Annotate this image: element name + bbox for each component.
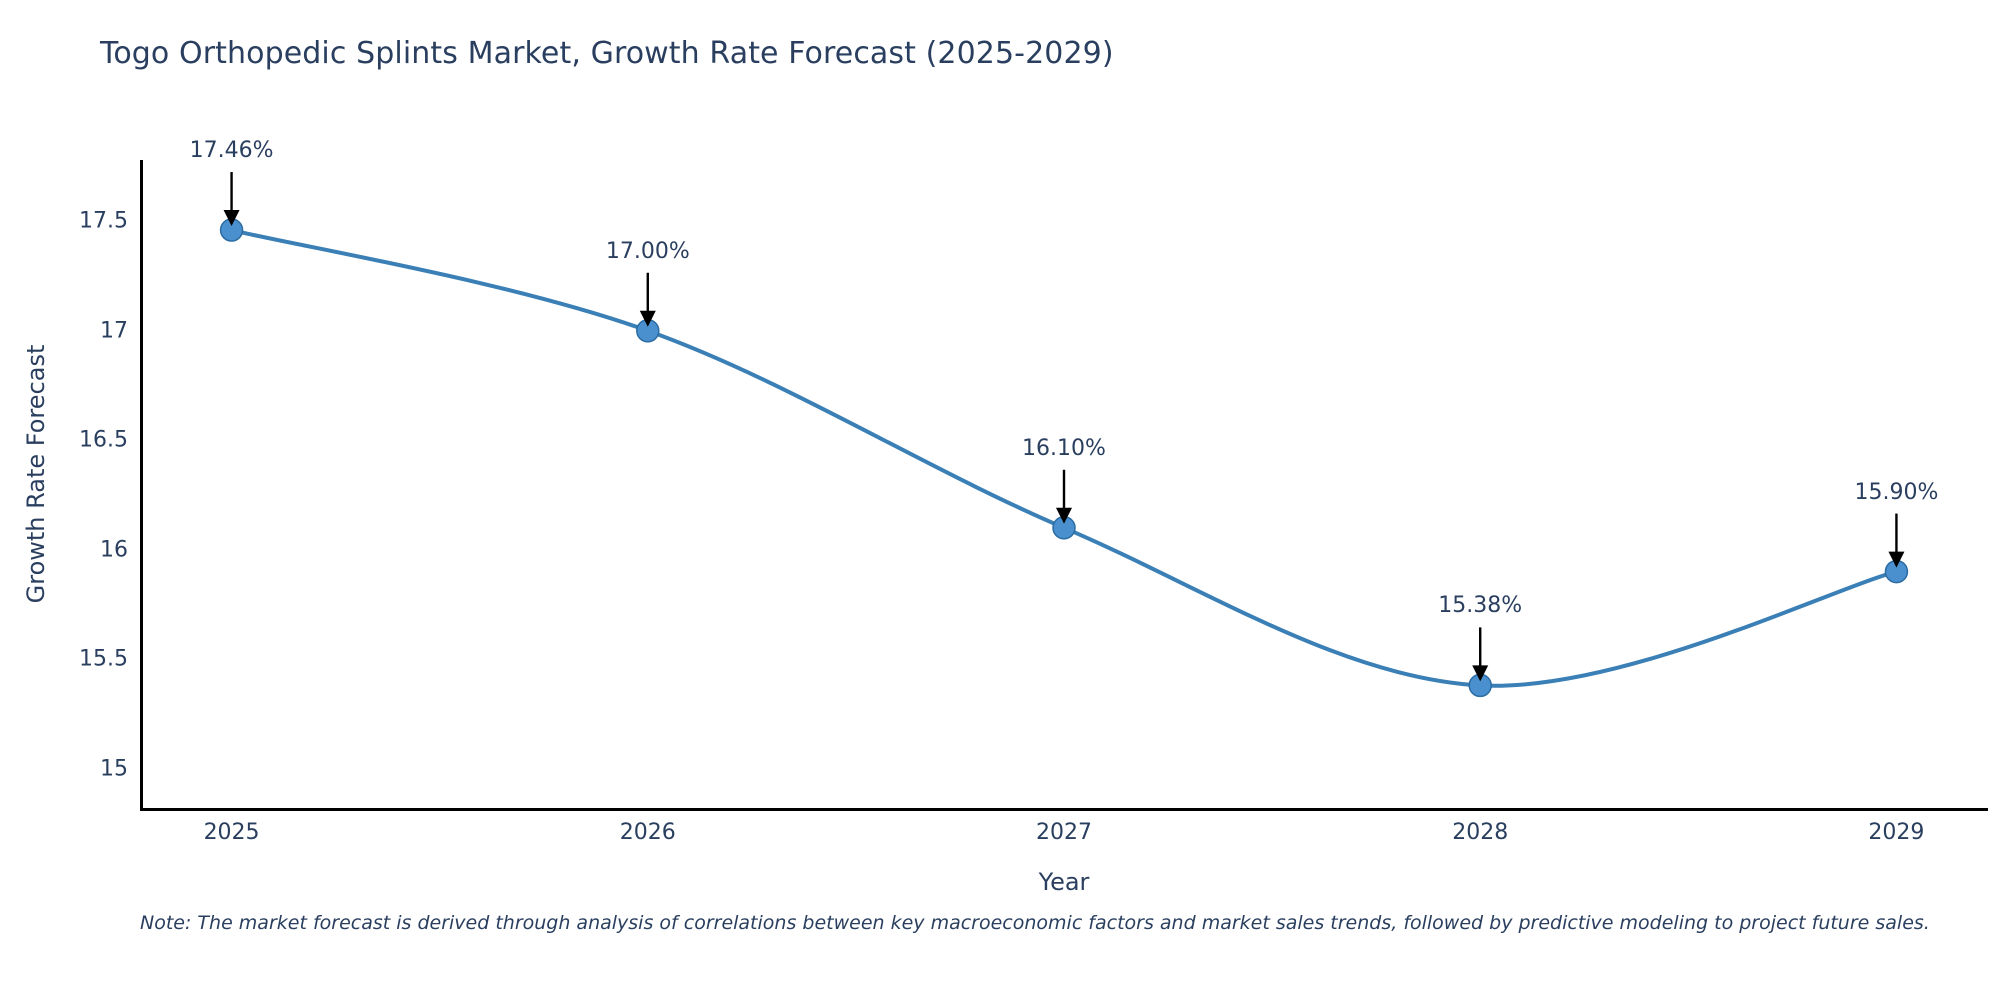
x-axis-tick-labels: 2025 2026 2027 2028 2029 bbox=[140, 820, 1988, 850]
x-tick-label: 2029 bbox=[1868, 820, 1925, 845]
x-axis-title: Year bbox=[1038, 868, 1090, 896]
data-point-label: 17.00% bbox=[605, 238, 690, 264]
chart-footnote: Note: The market forecast is derived thr… bbox=[140, 912, 1930, 934]
x-tick-label: 2025 bbox=[203, 820, 260, 845]
data-point-label: 16.10% bbox=[1022, 435, 1106, 461]
data-point-label: 15.90% bbox=[1854, 479, 1939, 505]
annotation-arrow-head bbox=[1472, 665, 1489, 682]
x-tick-label: 2026 bbox=[619, 820, 676, 845]
data-point-label: 15.38% bbox=[1438, 593, 1523, 619]
y-tick-label: 16.5 bbox=[79, 427, 128, 453]
plot-area bbox=[140, 160, 1988, 811]
x-axis-line bbox=[140, 808, 1988, 811]
y-tick-label: 17.5 bbox=[79, 208, 128, 234]
annotation-arrow-head bbox=[639, 310, 656, 327]
data-point-label: 17.46% bbox=[189, 138, 274, 164]
line-chart-svg bbox=[219, 172, 1909, 698]
annotation-arrow-group bbox=[223, 172, 1905, 682]
annotation-arrow-head bbox=[223, 210, 240, 227]
marker-group bbox=[219, 218, 1909, 698]
annotation-arrow-head bbox=[1888, 551, 1905, 568]
y-tick-label: 17 bbox=[100, 318, 128, 344]
x-tick-label: 2028 bbox=[1452, 820, 1509, 845]
y-axis-line bbox=[140, 160, 143, 808]
x-tick-label: 2027 bbox=[1036, 820, 1092, 845]
chart-title: Togo Orthopedic Splints Market, Growth R… bbox=[100, 36, 1114, 71]
y-axis-title: Growth Rate Forecast bbox=[22, 344, 50, 604]
y-axis-tick-labels: 15 15.5 16 16.5 17 17.5 bbox=[60, 160, 128, 808]
y-tick-label: 16 bbox=[100, 537, 128, 563]
y-tick-label: 15 bbox=[100, 756, 128, 782]
y-tick-label: 15.5 bbox=[79, 646, 128, 672]
annotation-arrow-head bbox=[1056, 507, 1072, 524]
